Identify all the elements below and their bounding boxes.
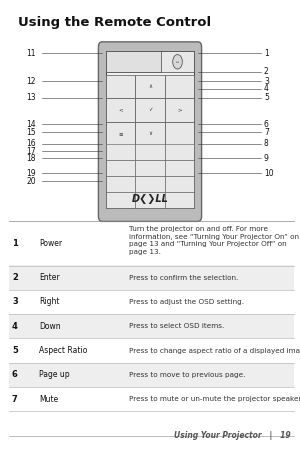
Text: Press to select OSD items.: Press to select OSD items. — [129, 323, 224, 329]
Text: Down: Down — [39, 322, 61, 331]
Bar — [106, 160, 135, 176]
Text: Mute: Mute — [39, 395, 58, 404]
Bar — [106, 144, 194, 208]
Text: Using the Remote Control: Using the Remote Control — [18, 16, 211, 29]
Bar — [9, 314, 294, 338]
Text: Aspect Ratio: Aspect Ratio — [39, 346, 87, 355]
Text: Press to change aspect ratio of a displayed image.: Press to change aspect ratio of a displa… — [129, 347, 300, 354]
Text: 11: 11 — [26, 49, 36, 58]
Text: 18: 18 — [26, 154, 36, 163]
Text: 14: 14 — [26, 120, 36, 129]
Text: 19: 19 — [26, 169, 36, 178]
Text: 12: 12 — [26, 76, 36, 86]
Bar — [135, 75, 165, 98]
Bar — [9, 387, 294, 411]
Text: 6: 6 — [12, 370, 18, 379]
Bar — [165, 144, 194, 160]
Text: 2: 2 — [264, 68, 269, 76]
Circle shape — [173, 54, 182, 69]
Bar — [135, 122, 165, 145]
Text: Right: Right — [39, 297, 59, 306]
Text: D❮❯LL: D❮❯LL — [132, 194, 168, 204]
Bar — [165, 176, 194, 192]
Text: Turn the projector on and off. For more
information, see “Turning Your Projector: Turn the projector on and off. For more … — [129, 226, 299, 255]
Text: ᴗ: ᴗ — [176, 59, 179, 64]
Bar — [165, 75, 194, 98]
Bar — [106, 51, 194, 72]
Text: 13: 13 — [26, 93, 36, 102]
Bar — [9, 221, 294, 266]
Text: 1: 1 — [264, 49, 269, 58]
Bar — [135, 192, 165, 208]
Text: 4: 4 — [12, 322, 18, 331]
Text: 6: 6 — [264, 120, 269, 129]
Text: 8: 8 — [264, 139, 269, 148]
Bar — [106, 122, 135, 145]
Bar — [9, 266, 294, 290]
Bar — [106, 75, 135, 98]
Text: 20: 20 — [26, 177, 36, 186]
Text: 16: 16 — [26, 139, 36, 148]
Text: Power: Power — [39, 239, 62, 248]
Text: 2: 2 — [12, 273, 18, 282]
Text: ≡: ≡ — [118, 131, 123, 136]
Text: 1: 1 — [12, 239, 18, 248]
Bar — [135, 98, 165, 122]
FancyBboxPatch shape — [98, 42, 202, 221]
Text: 5: 5 — [12, 346, 18, 355]
Text: ∧: ∧ — [148, 84, 152, 89]
Text: 10: 10 — [264, 169, 274, 178]
Text: 7: 7 — [264, 128, 269, 137]
Text: <: < — [118, 108, 123, 112]
Bar — [165, 98, 194, 122]
Text: 15: 15 — [26, 128, 36, 137]
Text: >: > — [177, 108, 182, 112]
Bar — [106, 192, 135, 208]
Text: Press to confirm the selection.: Press to confirm the selection. — [129, 274, 238, 281]
Text: Press to adjust the OSD setting.: Press to adjust the OSD setting. — [129, 299, 244, 305]
Bar — [106, 51, 194, 145]
Text: ∨: ∨ — [148, 131, 152, 136]
Bar — [106, 144, 135, 160]
Text: 17: 17 — [26, 147, 36, 156]
Bar — [106, 98, 135, 122]
Text: Using Your Projector   |   19: Using Your Projector | 19 — [174, 431, 291, 440]
Bar — [106, 176, 135, 192]
Text: Page up: Page up — [39, 370, 70, 379]
Bar — [9, 338, 294, 363]
Bar — [165, 192, 194, 208]
Bar — [135, 144, 165, 160]
Bar — [9, 290, 294, 314]
Bar — [165, 122, 194, 145]
Bar — [9, 363, 294, 387]
Text: Press to move to previous page.: Press to move to previous page. — [129, 372, 245, 378]
Bar — [135, 176, 165, 192]
Bar — [165, 160, 194, 176]
Text: ✓: ✓ — [148, 108, 152, 112]
Text: 7: 7 — [12, 395, 18, 404]
Text: 3: 3 — [264, 76, 269, 86]
Text: Press to mute or un-mute the projector speaker.: Press to mute or un-mute the projector s… — [129, 396, 300, 402]
Text: 5: 5 — [264, 93, 269, 102]
Text: 3: 3 — [12, 297, 18, 306]
Text: Enter: Enter — [39, 273, 60, 282]
Text: 4: 4 — [264, 84, 269, 93]
Bar — [135, 160, 165, 176]
Bar — [106, 51, 161, 72]
Text: 9: 9 — [264, 154, 269, 163]
